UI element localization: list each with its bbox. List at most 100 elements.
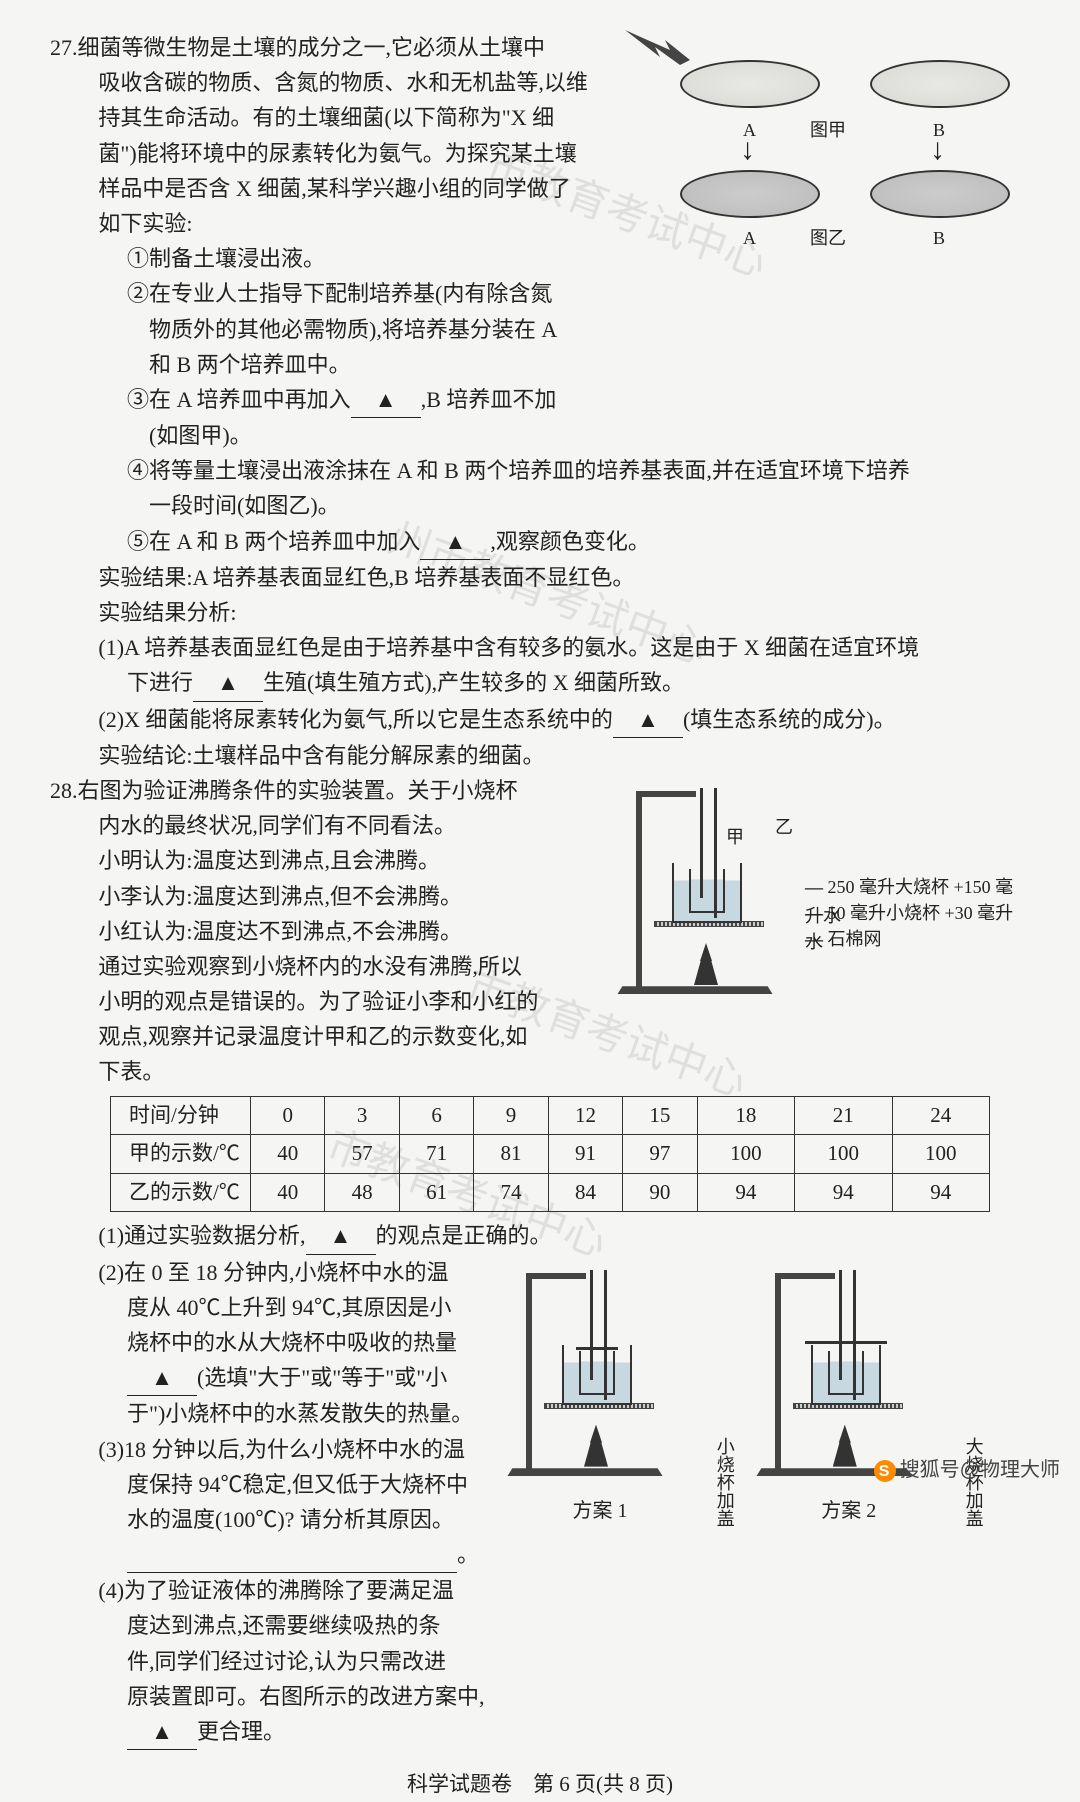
- cell: 3: [325, 1096, 399, 1135]
- text: ③在 A 培养皿中再加入: [127, 387, 351, 412]
- cell: 81: [474, 1135, 548, 1174]
- fig-jia-label: 图甲: [810, 116, 846, 145]
- cell: 48: [325, 1173, 399, 1212]
- q28-part4: 件,同学们经过讨论,认为只需改进: [50, 1644, 490, 1679]
- q28-part3-blank: 。: [50, 1537, 490, 1573]
- cell: 18: [697, 1096, 794, 1135]
- q27-step2: 物质外的其他必需物质),将培养基分装在 A: [50, 312, 1030, 347]
- q28-number: 28.: [50, 773, 78, 808]
- text: ⑤在 A 和 B 两个培养皿中加入: [127, 529, 420, 554]
- cell: 94: [795, 1173, 892, 1212]
- q28-schemes-figure: 方案 1 小烧杯加盖 方案 2: [500, 1255, 1030, 1751]
- q27-step4: ④将等量土壤浸出液涂抹在 A 和 B 两个培养皿的培养基表面,并在适宜环境下培养: [50, 453, 1030, 488]
- q28-part2: (2)在 0 至 18 分钟内,小烧杯中水的温: [50, 1255, 490, 1290]
- q28-figure1: 甲 乙 — 250 毫升大烧杯 +150 毫升水 — 50 毫升小烧杯 +30 …: [600, 773, 1030, 1023]
- blank: ▲: [127, 1714, 197, 1750]
- q28-part3: (3)18 分钟以后,为什么小烧杯中水的温: [50, 1432, 490, 1467]
- cell: 84: [548, 1173, 622, 1212]
- cell: 74: [474, 1173, 548, 1212]
- cell: 71: [399, 1135, 473, 1174]
- q28-part2: 于")小烧杯中的水蒸发散失的热量。: [50, 1396, 490, 1431]
- fig-yi-label: 图乙: [810, 224, 846, 253]
- cell: 40: [251, 1135, 325, 1174]
- q28-part3: 水的温度(100℃)? 请分析其原因。: [50, 1502, 490, 1537]
- table-header: 时间/分钟: [111, 1096, 251, 1135]
- q28-text: 右图为验证沸腾条件的实验装置。关于小烧杯: [78, 778, 518, 803]
- q28-part2: ▲(选填"大于"或"等于"或"小: [50, 1360, 490, 1396]
- text: (2)X 细菌能将尿素转化为氨气,所以它是生态系统中的: [98, 707, 613, 732]
- mesh-label: — 石棉网: [805, 925, 1025, 954]
- table-header: 乙的示数/℃: [111, 1173, 251, 1212]
- table-header: 甲的示数/℃: [111, 1135, 251, 1174]
- blank: ▲: [306, 1218, 376, 1254]
- q28-data-table: 时间/分钟 03691215182124 甲的示数/℃ 405771819197…: [110, 1096, 990, 1213]
- arrow-icon: [620, 25, 700, 75]
- q28-part4: 度达到沸点,还需要继续吸热的条: [50, 1608, 490, 1643]
- q28-part4: 原装置即可。右图所示的改进方案中, ▲更合理。: [50, 1679, 490, 1750]
- text: 更合理。: [197, 1719, 285, 1744]
- arrow-down-icon: ↓: [740, 138, 755, 162]
- q27-step3: (如图甲)。: [50, 418, 1030, 453]
- cell: 9: [474, 1096, 548, 1135]
- cell: 61: [399, 1173, 473, 1212]
- cell: 0: [251, 1096, 325, 1135]
- text: ,B 培养皿不加: [421, 387, 557, 412]
- blank: ▲: [193, 665, 263, 701]
- q27-step3: ③在 A 培养皿中再加入▲,B 培养皿不加: [50, 382, 1030, 418]
- text: 原装置即可。右图所示的改进方案中,: [127, 1684, 485, 1709]
- cell: 12: [548, 1096, 622, 1135]
- blank: ▲: [127, 1360, 197, 1396]
- q27-number: 27.: [50, 30, 78, 65]
- cell: 100: [892, 1135, 990, 1174]
- text: ,观察颜色变化。: [490, 529, 650, 554]
- cell: 100: [697, 1135, 794, 1174]
- cell: 15: [623, 1096, 697, 1135]
- cell: 21: [795, 1096, 892, 1135]
- source-text: 搜狐号@物理大师: [900, 1459, 1060, 1481]
- text: 生殖(填生殖方式),产生较多的 X 细菌所致。: [263, 670, 684, 695]
- blank: ▲: [613, 702, 683, 738]
- blank: ▲: [420, 524, 490, 560]
- q27-step2: 和 B 两个培养皿中。: [50, 347, 1030, 382]
- cover-sm-label: 小烧杯加盖: [710, 1437, 739, 1527]
- text: (1)通过实验数据分析,: [98, 1223, 305, 1248]
- therm-jia-label: 甲: [726, 823, 744, 852]
- q28-part4: (4)为了验证液体的沸腾除了要满足温: [50, 1573, 490, 1608]
- q27-part2: (2)X 细菌能将尿素转化为氨气,所以它是生态系统中的▲(填生态系统的成分)。: [50, 702, 1030, 738]
- q28-part2: 烧杯中的水从大烧杯中吸收的热量: [50, 1325, 490, 1360]
- q28-part2: 度从 40℃上升到 94℃,其原因是小: [50, 1290, 490, 1325]
- q27-text: 细菌等微生物是土壤的成分之一,它必须从土壤中: [78, 35, 546, 60]
- q27-figure: A B 图甲 ↓ ↓ A B 图乙: [630, 30, 1030, 260]
- q28-part3: 度保持 94℃稳定,但又低于大烧杯中: [50, 1467, 490, 1502]
- cell: 91: [548, 1135, 622, 1174]
- cell: 24: [892, 1096, 990, 1135]
- sohu-logo-icon: [874, 1460, 896, 1482]
- cell: 97: [623, 1135, 697, 1174]
- q27-step2: ②在专业人士指导下配制培养基(内有除含氮: [50, 276, 1030, 311]
- cell: 90: [623, 1173, 697, 1212]
- q28-part1: (1)通过实验数据分析,▲的观点是正确的。: [50, 1218, 1030, 1254]
- therm-yi-label: 乙: [775, 813, 793, 842]
- q27-result: 实验结果:A 培养基表面显红色,B 培养基表面不显红色。: [50, 560, 1030, 595]
- cell: 94: [697, 1173, 794, 1212]
- question-27: A B 图甲 ↓ ↓ A B 图乙 27.细菌等微生物是土壤的成分之一,它必须从…: [50, 30, 1030, 773]
- arrow-down-icon: ↓: [930, 138, 945, 162]
- page-footer: 科学试题卷 第 6 页(共 8 页): [50, 1768, 1030, 1802]
- scheme2-label: 方案 2: [749, 1495, 949, 1527]
- dish-b2-label: B: [933, 224, 945, 253]
- q28-obs: 观点,观察并记录温度计甲和乙的示数变化,如: [50, 1019, 1030, 1054]
- scheme1-label: 方案 1: [500, 1495, 700, 1527]
- question-28: 甲 乙 — 250 毫升大烧杯 +150 毫升水 — 50 毫升小烧杯 +30 …: [50, 773, 1030, 1750]
- blank: ▲: [351, 382, 421, 418]
- q28-obs: 下表。: [50, 1054, 1030, 1089]
- q27-step5: ⑤在 A 和 B 两个培养皿中加入▲,观察颜色变化。: [50, 524, 1030, 560]
- q27-conclusion: 实验结论:土壤样品中含有能分解尿素的细菌。: [50, 738, 1030, 773]
- cell: 6: [399, 1096, 473, 1135]
- cell: 40: [251, 1173, 325, 1212]
- text: (选填"大于"或"等于"或"小: [197, 1365, 447, 1390]
- q27-part1: (1)A 培养基表面显红色是由于培养基中含有较多的氨水。这是由于 X 细菌在适宜…: [50, 630, 1030, 665]
- cell: 100: [795, 1135, 892, 1174]
- text: 下进行: [127, 670, 193, 695]
- q27-analysis-title: 实验结果分析:: [50, 595, 1030, 630]
- text: (填生态系统的成分)。: [683, 707, 896, 732]
